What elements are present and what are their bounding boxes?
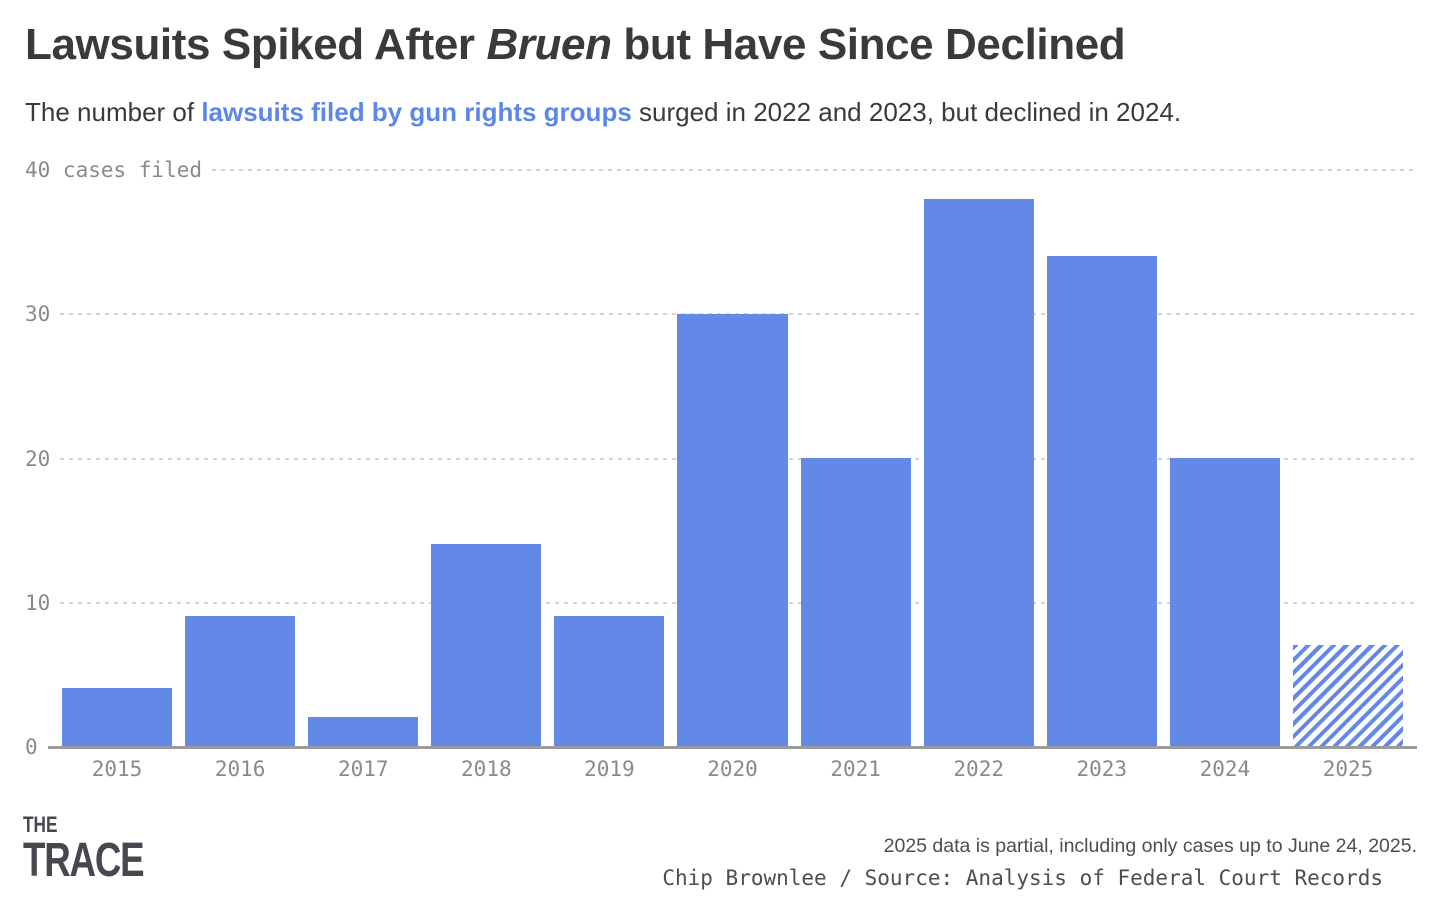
x-tick-label-2016: 2016 (214, 757, 266, 781)
chart-area: 40 cases filed 30 20 10 0 (25, 158, 1417, 759)
x-axis-baseline-row: 0 (25, 735, 1417, 759)
source-credit: Chip Brownlee / Source: Analysis of Fede… (662, 866, 1383, 890)
x-tick-label-2019: 2019 (584, 757, 635, 781)
bar-2019 (554, 616, 665, 746)
bar-2024 (1169, 458, 1280, 746)
page-title: Lawsuits Spiked After Bruen but Have Sin… (25, 20, 1126, 70)
bar-2015 (62, 688, 173, 746)
x-tick-label-2023: 2023 (1076, 757, 1128, 781)
logo-line-trace: TRACE (23, 831, 145, 886)
bar-2022 (923, 198, 1034, 746)
title-post: but Have Since Declined (611, 20, 1126, 69)
x-tick-label-2017: 2017 (337, 757, 389, 781)
x-axis-labels: 2015 2016 2017 2018 2019 2020 2021 2022 2023 2024… (62, 757, 1403, 781)
gridline-row-40: 40 cases filed (25, 158, 1417, 182)
x-tick-label-2025: 2025 (1322, 757, 1374, 781)
bars-row (62, 170, 1404, 746)
y-tick-label-30: 30 (25, 302, 51, 327)
bar-2021 (800, 458, 911, 746)
bar-2023 (1046, 256, 1157, 746)
the-trace-logo: THE TRACE (23, 812, 177, 886)
x-tick-label-2024: 2024 (1199, 757, 1251, 781)
y-tick-label-40: 40 cases filed (25, 158, 203, 182)
bar-2016 (185, 616, 296, 746)
title-pre: Lawsuits Spiked After (25, 20, 487, 69)
y-tick-label-0: 0 (25, 735, 38, 759)
subtitle-post: surged in 2022 and 2023, but declined in… (631, 97, 1182, 127)
bar-2025 (1292, 645, 1404, 746)
x-tick-label-2020: 2020 (707, 757, 758, 781)
bar-2020 (677, 314, 788, 746)
title-case-name: Bruen (486, 20, 612, 69)
x-tick-label-2015: 2015 (91, 757, 143, 781)
y-tick-label-10: 10 (25, 590, 51, 615)
subtitle-pre: The number of (25, 97, 202, 127)
bar-2018 (431, 544, 542, 746)
logo-line-the: THE (23, 812, 58, 838)
x-tick-label-2021: 2021 (830, 757, 881, 781)
y-tick-label-20: 20 (25, 446, 51, 471)
x-axis-line (47, 745, 1417, 749)
footnote: 2025 data is partial, including only cas… (883, 835, 1417, 857)
x-tick-label-2018: 2018 (461, 757, 512, 781)
x-tick-label-2022: 2022 (953, 757, 1004, 781)
gridline-40 (212, 169, 1417, 171)
chart-subtitle: The number of lawsuits filed by gun righ… (25, 97, 1181, 128)
bar-2017 (308, 717, 419, 746)
subtitle-link[interactable]: lawsuits filed by gun rights groups (201, 97, 632, 127)
